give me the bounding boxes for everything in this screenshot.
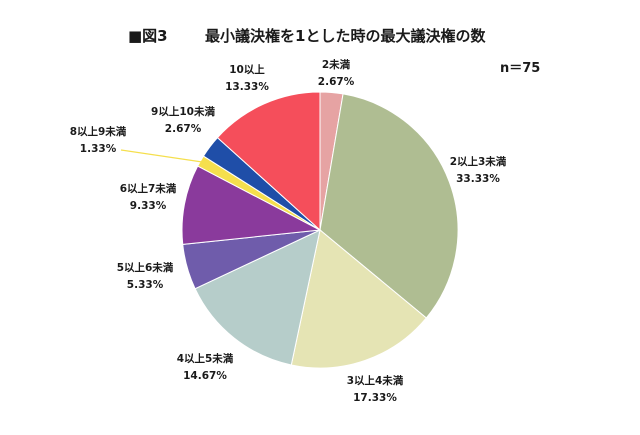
slice-label-5: 5以上6未満 [117,261,174,274]
pie-slice-2 [319,93,459,319]
pie-slice-6 [181,165,322,245]
slice-value-7: 1.33% [80,143,117,155]
slice-value-6: 9.33% [130,200,167,212]
slice-label-7: 8以上9未満 [70,125,127,138]
sample-size: n＝75 [500,61,541,76]
slice-value-2: 33.33% [456,173,500,185]
slice-label-3: 3以上4未満 [347,374,404,387]
slice-label-2: 2以上3未満 [450,155,507,168]
leader-line-8to9 [120,149,203,163]
slice-label-9: 10以上 [229,63,265,76]
slice-value-9: 13.33% [225,81,269,93]
chart-title: 最小議決権を1とした時の最大議決権の数 [205,27,486,45]
chart-title-row: ■図3 最小議決権を1とした時の最大議決権の数 [0,25,640,49]
slice-label-1: 2未満 [322,58,351,71]
pie-slice-9 [216,91,321,232]
slice-value-4: 14.67% [183,370,227,382]
slice-value-8: 2.67% [165,123,202,135]
slice-value-5: 5.33% [127,279,164,291]
pie-slice-3 [290,229,428,369]
slice-label-4: 4以上5未満 [177,352,234,365]
pie-slice-4 [194,229,321,366]
slice-value-3: 17.33% [353,392,397,404]
figure-label: ■図3 [128,27,168,45]
slice-label-6: 6以上7未満 [120,182,177,195]
slice-value-1: 2.67% [318,76,355,88]
slice-label-8: 9以上10未満 [151,105,215,118]
